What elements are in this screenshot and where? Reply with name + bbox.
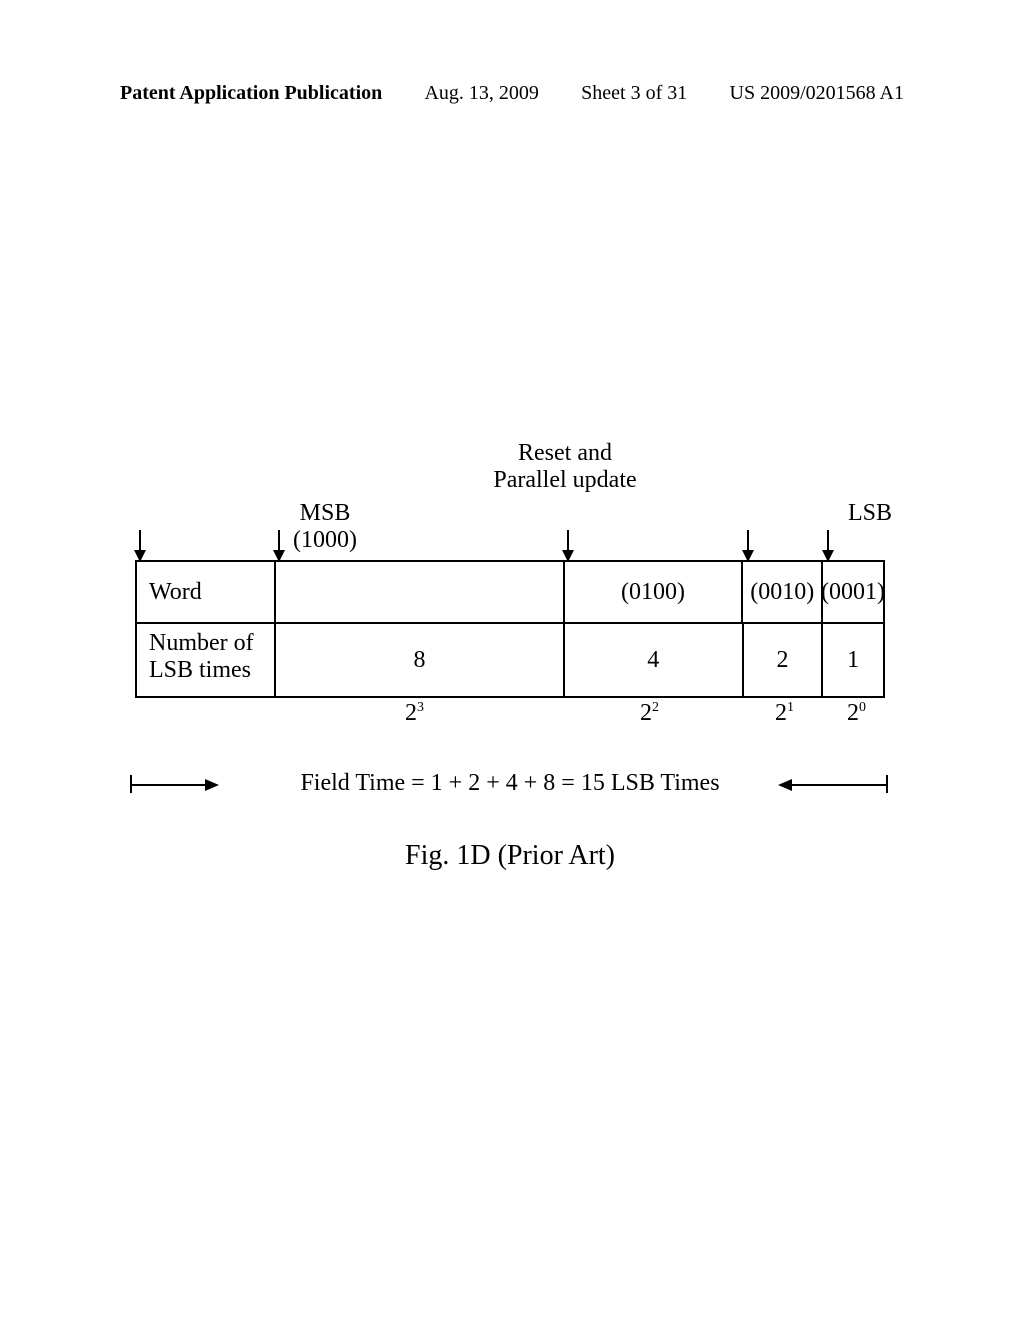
reset-line2: Parallel update <box>493 467 636 493</box>
power-base: 2 <box>405 700 417 726</box>
page-header: Patent Application Publication Aug. 13, … <box>0 82 1024 105</box>
row2-line2: LSB times <box>149 657 251 683</box>
cell-num-b1: 2 <box>744 624 824 696</box>
arrow-stem-reset <box>567 530 569 552</box>
power-exp: 0 <box>859 700 866 715</box>
power-base: 2 <box>775 700 787 726</box>
header-left: Patent Application Publication <box>120 82 382 105</box>
msb-line2: (1000) <box>293 527 357 553</box>
table-row: Word (0100) (0010) (0001) <box>137 562 883 624</box>
lsb-line1: LSB <box>848 500 892 526</box>
row2-label: Number of LSB times <box>137 624 276 696</box>
powers-row: 23 22 21 20 <box>135 700 885 740</box>
msb-line1: MSB <box>300 500 351 526</box>
reset-label: Reset and Parallel update <box>465 440 665 494</box>
lsb-label: LSB <box>845 500 895 527</box>
cell-word-b2: (0100) <box>565 562 744 622</box>
figure-caption: Fig. 1D (Prior Art) <box>135 840 885 872</box>
row2-line1: Number of <box>149 630 254 656</box>
field-time-text: Field Time = 1 + 2 + 4 + 8 = 15 LSB Time… <box>130 770 890 797</box>
arrow-stem-word <box>139 530 141 552</box>
power-3: 23 <box>405 700 424 727</box>
arrow-stem-b1 <box>747 530 749 552</box>
hbar-right <box>790 784 888 786</box>
cell-word-b1: (0010) <box>743 562 823 622</box>
power-base: 2 <box>640 700 652 726</box>
msb-label: MSB (1000) <box>285 500 365 554</box>
cell-num-msb: 8 <box>276 624 564 696</box>
header-date: Aug. 13, 2009 <box>424 82 538 105</box>
cell-num-b2: 4 <box>565 624 744 696</box>
cell-num-b0: 1 <box>823 624 883 696</box>
table-row: Number of LSB times 8 4 2 1 <box>137 624 883 696</box>
power-exp: 3 <box>417 700 424 715</box>
power-0: 20 <box>847 700 866 727</box>
power-2: 22 <box>640 700 659 727</box>
header-sheet: Sheet 3 of 31 <box>581 82 687 105</box>
arrow-stem-lsb <box>827 530 829 552</box>
power-exp: 2 <box>652 700 659 715</box>
cell-word-msb <box>276 562 564 622</box>
power-base: 2 <box>847 700 859 726</box>
header-pubno: US 2009/0201568 A1 <box>730 82 904 105</box>
power-1: 21 <box>775 700 794 727</box>
cell-word-b0: (0001) <box>823 562 883 622</box>
field-time-row: Field Time = 1 + 2 + 4 + 8 = 15 LSB Time… <box>130 770 890 800</box>
arrow-stem-msb <box>278 530 280 552</box>
reset-line1: Reset and <box>518 440 612 466</box>
row1-label: Word <box>137 562 276 622</box>
timing-table: Word (0100) (0010) (0001) Number of LSB … <box>135 560 885 698</box>
power-exp: 1 <box>787 700 794 715</box>
tick-right <box>886 775 888 793</box>
